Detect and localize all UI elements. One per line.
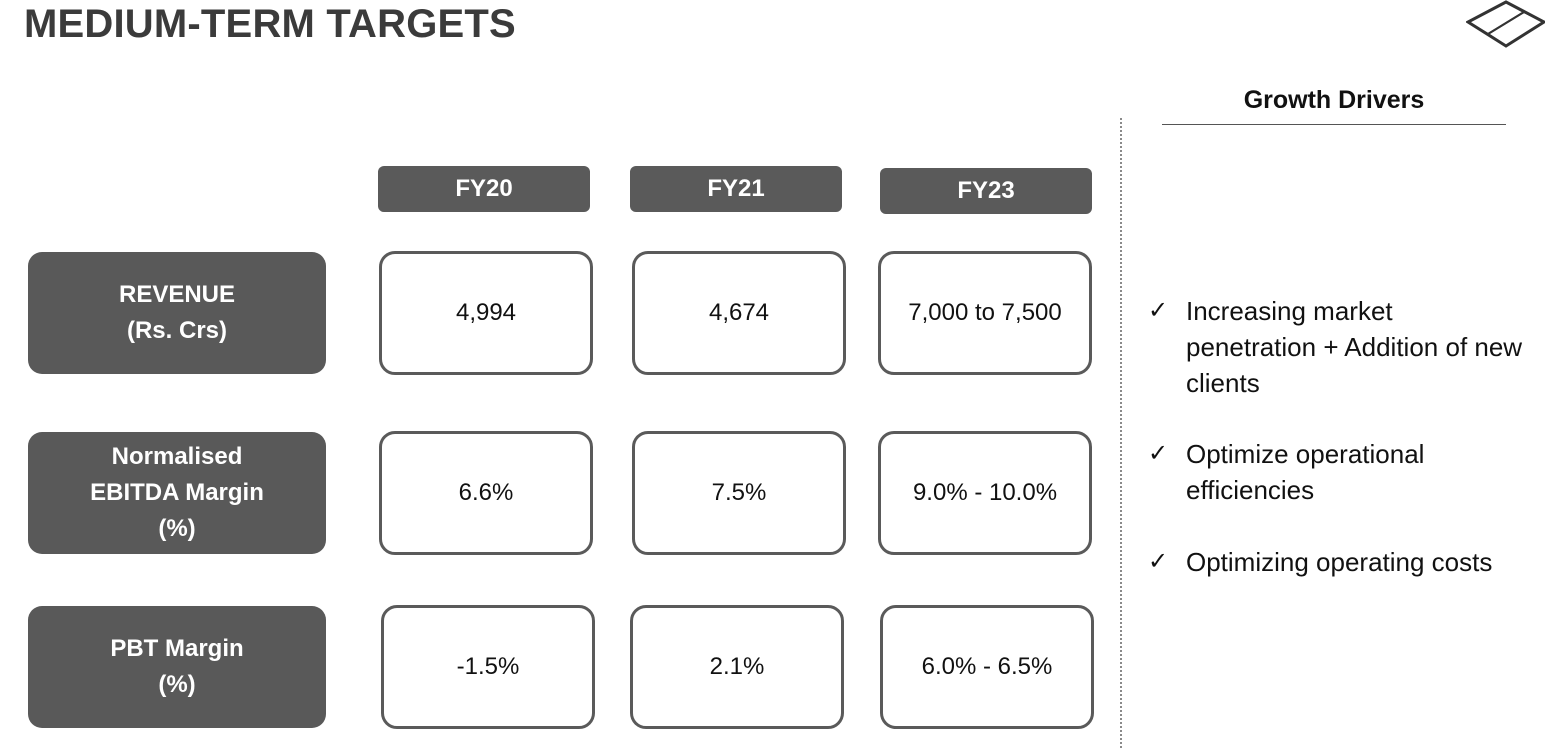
cell-pbt-fy21: 2.1% — [630, 605, 844, 729]
cell-ebitda-fy23: 9.0% - 10.0% — [878, 431, 1092, 555]
cell-ebitda-fy21: 7.5% — [632, 431, 846, 555]
growth-drivers-underline — [1162, 124, 1506, 125]
growth-driver-text: Optimize operational efficiencies — [1186, 439, 1425, 505]
diamond-logo-icon — [1466, 0, 1545, 48]
cell-pbt-fy23: 6.0% - 6.5% — [880, 605, 1094, 729]
cell-revenue-fy20: 4,994 — [379, 251, 593, 375]
checkmark-icon: ✓ — [1148, 440, 1169, 467]
column-header-fy23: FY23 — [880, 168, 1092, 214]
growth-driver-item: ✓ Increasing market penetration + Additi… — [1148, 293, 1528, 401]
growth-driver-item: ✓ Optimizing operating costs — [1148, 544, 1528, 580]
growth-driver-text: Optimizing operating costs — [1186, 547, 1493, 577]
row-label-revenue: REVENUE (Rs. Crs) — [28, 252, 326, 374]
cell-ebitda-fy20: 6.6% — [379, 431, 593, 555]
checkmark-icon: ✓ — [1148, 548, 1169, 575]
checkmark-icon: ✓ — [1148, 297, 1169, 324]
cell-pbt-fy20: -1.5% — [381, 605, 595, 729]
column-header-fy21: FY21 — [630, 166, 842, 212]
growth-driver-text: Increasing market penetration + Addition… — [1186, 296, 1523, 398]
cell-revenue-fy21: 4,674 — [632, 251, 846, 375]
column-header-fy20: FY20 — [378, 166, 590, 212]
row-label-ebitda-margin: Normalised EBITDA Margin (%) — [28, 432, 326, 554]
cell-revenue-fy23: 7,000 to 7,500 — [878, 251, 1092, 375]
growth-drivers-title: Growth Drivers — [1243, 86, 1425, 114]
vertical-divider — [1120, 118, 1122, 748]
growth-driver-item: ✓ Optimize operational efficiencies — [1148, 436, 1528, 508]
row-label-pbt-margin: PBT Margin (%) — [28, 606, 326, 728]
page-title: MEDIUM-TERM TARGETS — [24, 2, 516, 46]
